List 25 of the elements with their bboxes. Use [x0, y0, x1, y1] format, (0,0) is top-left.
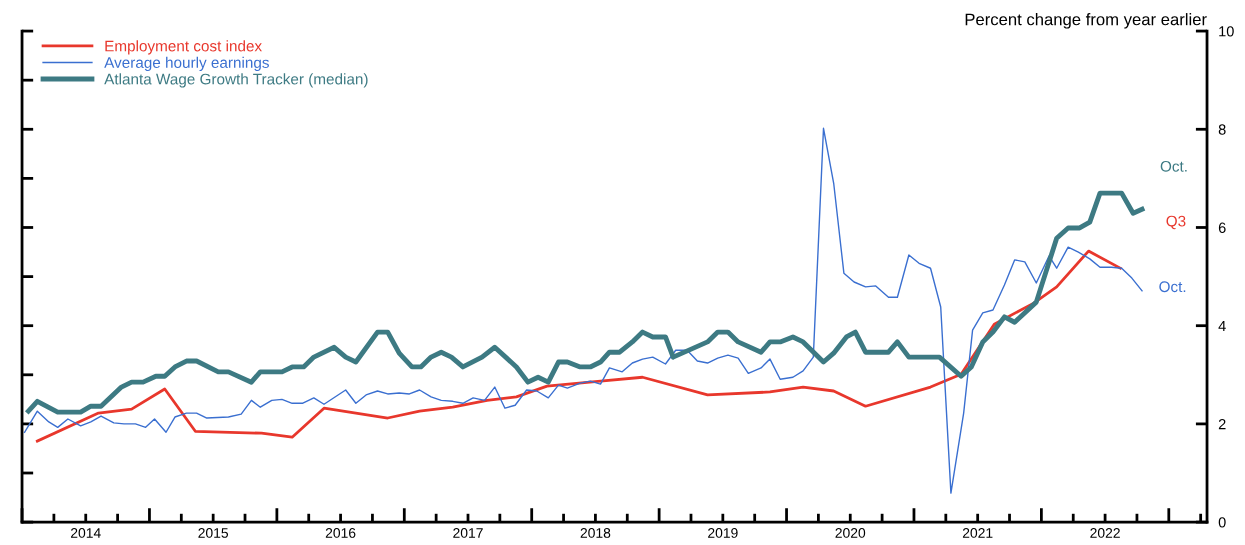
- legend-label: Atlanta Wage Growth Tracker (median): [104, 73, 368, 88]
- x-tick-label: 2021: [962, 528, 993, 538]
- x-tick-label: 2018: [580, 528, 611, 538]
- y-tick-label: 6: [1218, 222, 1226, 233]
- legend-label: Employment cost index: [105, 40, 262, 55]
- x-tick-label: 2017: [453, 528, 483, 538]
- line-series: [35, 249, 1122, 443]
- y-tick-label: 4: [1218, 320, 1226, 331]
- x-tick-label: 2014: [71, 528, 101, 538]
- y-tick-label: 2: [1218, 419, 1226, 430]
- y-tick-label: 0: [1218, 517, 1226, 528]
- x-tick-label: 2016: [325, 528, 356, 538]
- annotation: Oct.: [1159, 281, 1186, 293]
- legend-label: Average hourly earnings: [104, 56, 269, 72]
- line-series: [25, 190, 1145, 415]
- x-tick-label: 2022: [1090, 528, 1120, 538]
- y-tick-label: 8: [1218, 124, 1226, 135]
- annotation: Q3: [1166, 215, 1186, 230]
- x-tick-label: 2019: [708, 528, 738, 538]
- x-tick-label: 2015: [198, 528, 229, 538]
- y-axis-title: Percent change from year earlier: [965, 13, 1207, 29]
- line-series: [23, 127, 1143, 494]
- y-tick-label: 10: [1219, 26, 1234, 37]
- annotation: Oct.: [1160, 160, 1187, 172]
- x-tick-label: 2020: [835, 528, 866, 538]
